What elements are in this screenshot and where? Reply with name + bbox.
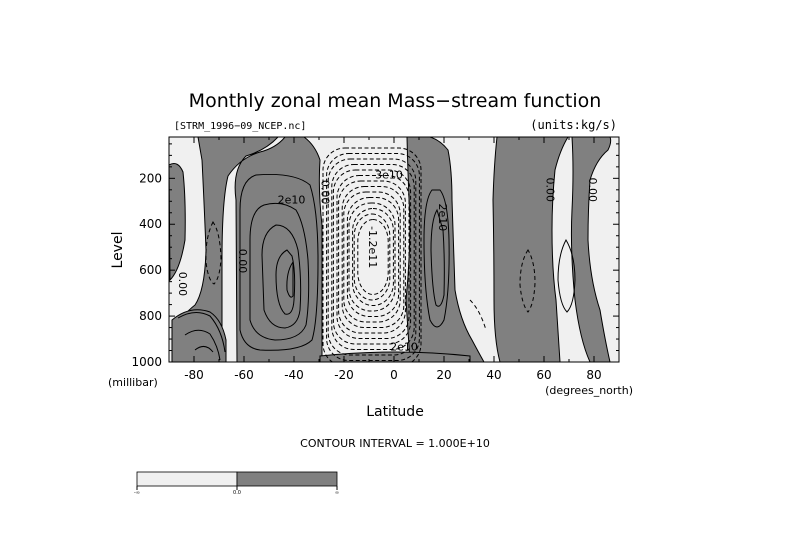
- contour-label: 0.00: [236, 249, 249, 274]
- contour-line: [322, 147, 422, 362]
- units-label: (units:kg/s): [530, 118, 617, 132]
- positive-shaded-regions: [169, 137, 612, 362]
- plot-area: 2e10 0.00 0.00 0.00 3e10 -1.2e11 2e10 2e10 0.00 0…: [169, 137, 619, 362]
- colorbar-label-min: -∞: [134, 490, 140, 496]
- contour-line: [239, 174, 319, 351]
- y-tick-label: 600: [139, 263, 162, 277]
- contour-label: 0.00: [319, 180, 332, 205]
- contour-line: [341, 186, 405, 328]
- x-tick-label: -60: [234, 368, 254, 382]
- colorbar: -∞ 0.0 ∞: [134, 471, 339, 496]
- shade-south-lower: [171, 309, 227, 362]
- contour-line: [348, 202, 396, 312]
- contour-line: [331, 164, 415, 350]
- chart-title: Monthly zonal mean Mass−stream function: [189, 90, 602, 112]
- contour-line: [275, 249, 296, 315]
- shade-north-polar: [570, 137, 612, 362]
- x-tick-label: 40: [486, 368, 501, 382]
- contour-line: [430, 208, 445, 307]
- contour-line: [336, 175, 410, 339]
- y-axis: 200 400 600 800 1000: [131, 143, 619, 369]
- y-tick-label: 1000: [131, 355, 162, 369]
- x-tick-label: -80: [184, 368, 204, 382]
- contour-labels: 2e10 0.00 0.00 0.00 3e10 -1.2e11 2e10 2e10 0.00 0…: [176, 168, 599, 353]
- contour-line: [327, 158, 417, 356]
- shade-south-cell: [174, 137, 323, 362]
- north-solid-contours: [423, 189, 576, 328]
- x-tick-label: -40: [284, 368, 304, 382]
- contour-label: 0.00: [544, 178, 557, 203]
- contour-line: [353, 213, 391, 301]
- contour-line: [469, 299, 487, 331]
- hadley-cell-dashed-contours: [322, 147, 422, 362]
- y-tick-label: 400: [139, 217, 162, 231]
- contour-interval-label: CONTOUR INTERVAL = 1.000E+10: [300, 437, 490, 450]
- x-tick-label: 80: [586, 368, 601, 382]
- contour-line: [261, 224, 302, 329]
- contour-line: [338, 180, 406, 334]
- contour-line: [249, 202, 310, 341]
- shade-north-center: [492, 137, 569, 362]
- south-dashed-contours: [205, 221, 222, 285]
- contour-label: 2e10: [436, 203, 449, 231]
- colorbar-label-zero: 0.0: [233, 490, 241, 496]
- x-axis-units: (degrees_north): [545, 384, 633, 397]
- contour-label: 2e10: [390, 341, 418, 354]
- contour-line: [286, 260, 294, 298]
- y-tick-label: 800: [139, 309, 162, 323]
- x-tick-label: 0: [390, 368, 398, 382]
- contour-label: 0.00: [586, 178, 599, 203]
- colorbar-positive: [236, 471, 338, 487]
- x-tick-label: 20: [436, 368, 451, 382]
- contour-line: [184, 329, 221, 361]
- colorbar-negative: [136, 471, 238, 487]
- contour-line: [557, 238, 576, 313]
- colorbar-label-max: ∞: [335, 490, 339, 496]
- contour-line: [357, 219, 389, 295]
- contour-line: [332, 169, 412, 345]
- x-axis-label: Latitude: [366, 404, 424, 420]
- contour-line: [326, 153, 420, 361]
- y-axis-label: Level: [110, 232, 126, 269]
- y-tick-label: 200: [139, 171, 162, 185]
- contour-label: -1.2e11: [366, 226, 379, 268]
- contour-label: 0.00: [176, 272, 189, 297]
- contour-line: [343, 191, 401, 323]
- south-solid-contours: [177, 174, 319, 361]
- file-label: [STRM_1996−09_NCEP.nc]: [174, 121, 306, 132]
- north-dashed-contours: [469, 249, 536, 331]
- shade-south-outer: [169, 163, 186, 282]
- contour-line: [205, 221, 222, 285]
- contour-label: 3e10: [375, 168, 403, 181]
- x-tick-label: -20: [334, 368, 354, 382]
- contour-line: [352, 208, 394, 306]
- contour-line: [346, 197, 400, 317]
- contour-label: 2e10: [278, 194, 306, 207]
- x-axis: -80 -60 -40 -20 0 20 40 60 80: [168, 137, 620, 382]
- shade-north-cell: [405, 137, 485, 362]
- contour-line: [519, 249, 536, 313]
- contour-line: [423, 189, 450, 328]
- contour-line: [194, 346, 214, 353]
- contour-line: [177, 312, 226, 353]
- x-tick-label: 60: [536, 368, 551, 382]
- y-axis-units: (millibar): [108, 376, 158, 389]
